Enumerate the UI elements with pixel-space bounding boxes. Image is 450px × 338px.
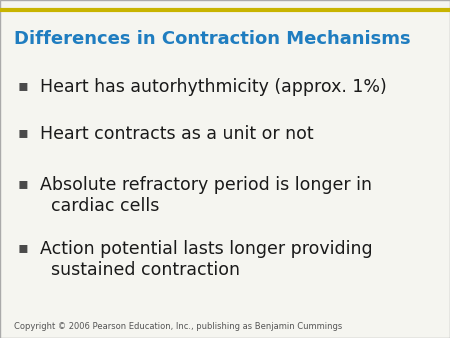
Text: Heart contracts as a unit or not: Heart contracts as a unit or not: [40, 125, 314, 143]
Text: ▪: ▪: [18, 125, 29, 140]
Text: Absolute refractory period is longer in
  cardiac cells: Absolute refractory period is longer in …: [40, 176, 373, 215]
Text: Copyright © 2006 Pearson Education, Inc., publishing as Benjamin Cummings: Copyright © 2006 Pearson Education, Inc.…: [14, 322, 342, 331]
Text: Heart has autorhythmicity (approx. 1%): Heart has autorhythmicity (approx. 1%): [40, 78, 387, 96]
Text: Differences in Contraction Mechanisms: Differences in Contraction Mechanisms: [14, 30, 410, 48]
Text: ▪: ▪: [18, 240, 29, 255]
Text: ▪: ▪: [18, 78, 29, 93]
Text: Action potential lasts longer providing
  sustained contraction: Action potential lasts longer providing …: [40, 240, 373, 279]
Text: ▪: ▪: [18, 176, 29, 191]
